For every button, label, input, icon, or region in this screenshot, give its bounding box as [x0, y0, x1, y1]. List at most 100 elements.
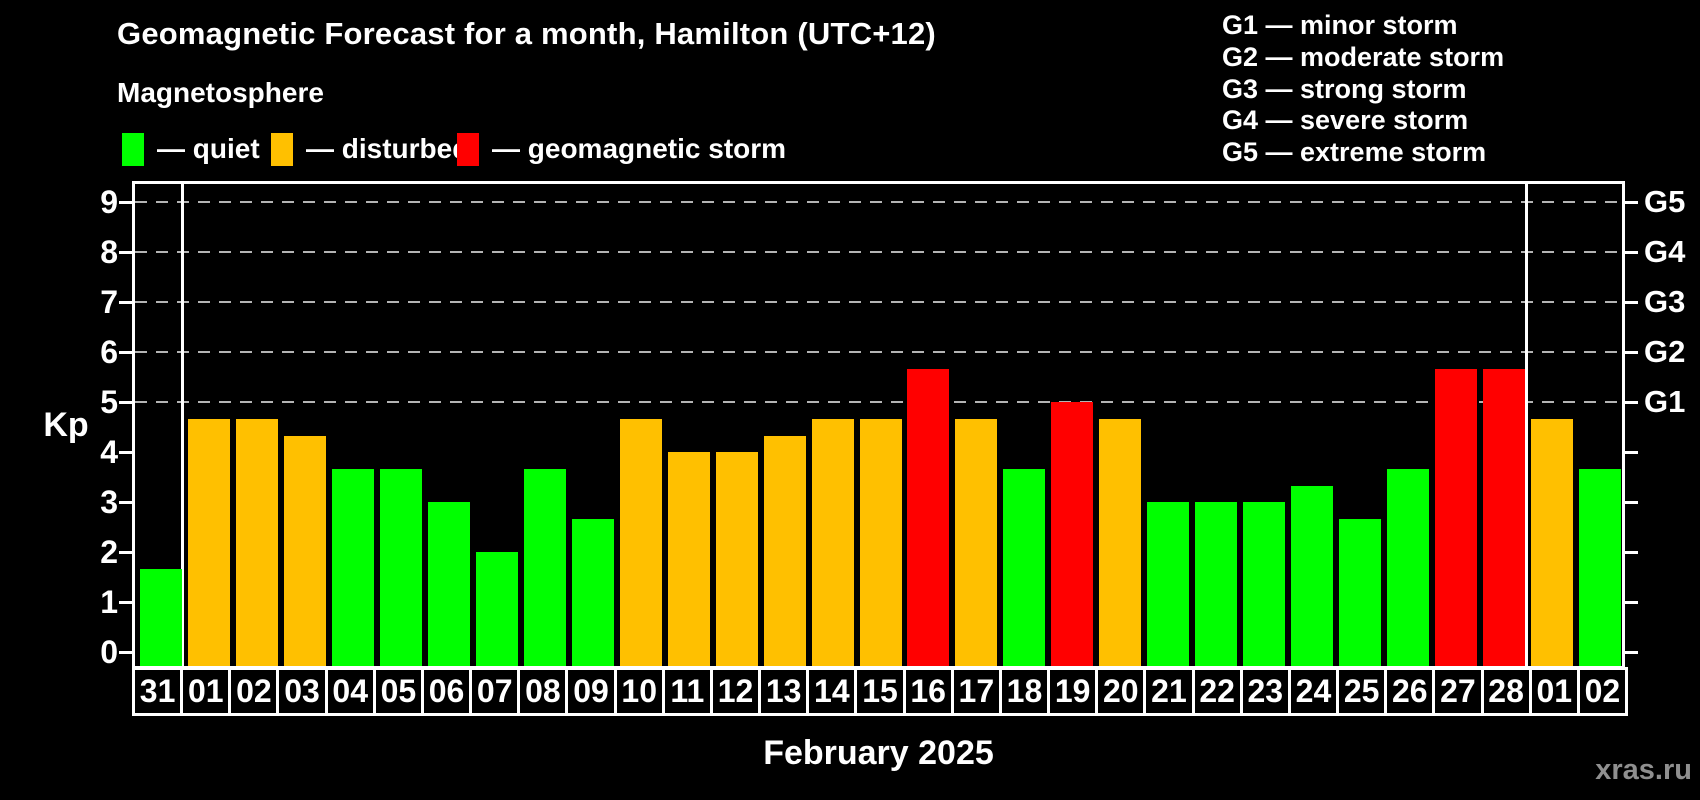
date-box-31: 31	[132, 667, 184, 716]
legend-label-disturbed: — disturbed	[306, 133, 470, 164]
y-tick-left-5	[119, 400, 132, 404]
kp-bar-day-15	[859, 418, 902, 666]
gridline-kp6	[135, 351, 1622, 353]
kp-bar-day-16	[907, 368, 950, 666]
legend-item-storm: — geomagnetic storm	[457, 132, 786, 166]
date-box-23: 23	[1239, 667, 1291, 716]
y-tick-left-2	[119, 550, 132, 554]
legend-item-disturbed: — disturbed	[271, 132, 469, 166]
legend-label-storm: — geomagnetic storm	[492, 133, 787, 164]
date-box-28: 28	[1480, 667, 1532, 716]
quiet-swatch-icon	[122, 132, 144, 166]
date-box-02: 02	[228, 667, 280, 716]
month-separator-line	[1524, 184, 1528, 666]
date-box-19: 19	[1047, 667, 1099, 716]
storm-scale-g1: G1 — minor storm	[1222, 10, 1458, 40]
y-tick-right-7	[1625, 300, 1638, 304]
disturbed-swatch-icon	[271, 132, 293, 166]
storm-scale-g2: G2 — moderate storm	[1222, 41, 1505, 72]
kp-bar-day-31	[139, 568, 182, 666]
y-tick-left-9	[119, 200, 132, 204]
kp-bar-day-13	[763, 435, 806, 666]
chart-subtitle: Magnetosphere	[117, 77, 324, 108]
kp-bar-day-20	[1099, 418, 1142, 666]
y-tick-label-3: 3	[100, 484, 118, 520]
g-axis-label-g2: G2	[1644, 334, 1686, 369]
kp-bar-day-06	[427, 502, 470, 666]
y-tick-right-6	[1625, 350, 1638, 354]
chart-title: Geomagnetic Forecast for a month, Hamilt…	[117, 16, 936, 51]
kp-bar-day-03	[283, 435, 326, 666]
y-tick-label-9: 9	[100, 184, 118, 220]
kp-bar-day-09	[571, 518, 614, 666]
g-axis-label-g3: G3	[1644, 284, 1686, 319]
date-box-02: 02	[1576, 667, 1628, 716]
kp-bar-day-05	[379, 468, 422, 666]
date-box-01: 01	[1528, 667, 1580, 716]
kp-bar-day-11	[667, 452, 710, 666]
x-axis-title: February 2025	[763, 734, 994, 772]
storm-scale-legend: G1 — minor storm G2 — moderate storm G3 …	[1222, 10, 1504, 169]
kp-bar-day-08	[523, 468, 566, 666]
date-box-06: 06	[420, 667, 473, 716]
legend-item-quiet: — quiet	[122, 132, 260, 166]
date-box-03: 03	[276, 667, 328, 716]
y-tick-right-3	[1625, 500, 1638, 504]
date-box-11: 11	[661, 667, 713, 716]
kp-bar-day-02	[235, 418, 278, 666]
date-box-26: 26	[1384, 667, 1436, 716]
y-tick-left-3	[119, 500, 132, 504]
kp-bar-day-18	[1003, 468, 1046, 666]
y-tick-label-0: 0	[100, 634, 118, 670]
kp-bar-day-22	[1195, 502, 1238, 666]
date-box-27: 27	[1432, 667, 1484, 716]
kp-bar-day-28	[1483, 368, 1526, 666]
date-box-07: 07	[469, 667, 521, 716]
legend-label-quiet: — quiet	[157, 133, 260, 164]
month-separator-line	[181, 184, 185, 666]
y-tick-label-4: 4	[100, 434, 118, 470]
date-box-13: 13	[758, 667, 810, 716]
y-tick-right-4	[1625, 450, 1638, 454]
y-tick-right-5	[1625, 400, 1638, 404]
y-tick-left-1	[119, 600, 132, 604]
date-box-04: 04	[324, 667, 376, 716]
y-tick-left-7	[119, 300, 132, 304]
y-tick-left-0	[119, 650, 132, 654]
kp-bar-day-27	[1435, 368, 1478, 666]
kp-bar-day-19	[1051, 402, 1094, 666]
date-box-08: 08	[517, 667, 569, 716]
storm-scale-g4: G4 — severe storm	[1222, 105, 1469, 136]
kp-bar-day-23	[1243, 502, 1286, 666]
kp-bar-day-12	[715, 452, 758, 666]
y-tick-left-8	[119, 250, 132, 254]
date-box-16: 16	[902, 667, 954, 716]
g-axis-label-g4: G4	[1644, 234, 1686, 269]
y-tick-label-2: 2	[100, 534, 118, 570]
y-tick-label-5: 5	[100, 384, 118, 420]
storm-swatch-icon	[457, 132, 479, 166]
storm-scale-g5: G5 — extreme storm	[1222, 137, 1487, 168]
kp-bar-day-01	[1531, 418, 1574, 666]
kp-bar-day-26	[1387, 468, 1430, 666]
date-box-18: 18	[998, 667, 1051, 716]
date-box-10: 10	[613, 667, 665, 716]
date-box-14: 14	[806, 667, 858, 716]
gridline-kp9	[135, 201, 1622, 203]
date-box-21: 21	[1143, 667, 1195, 716]
y-axis-title: Kp	[43, 406, 89, 444]
date-box-17: 17	[950, 667, 1002, 716]
y-tick-right-2	[1625, 550, 1638, 554]
kp-bar-day-21	[1147, 502, 1190, 666]
date-box-24: 24	[1287, 667, 1340, 716]
y-tick-right-8	[1625, 250, 1638, 254]
gridline-kp7	[135, 301, 1622, 303]
kp-bar-day-24	[1291, 485, 1334, 666]
date-box-22: 22	[1191, 667, 1243, 716]
kp-bar-day-17	[955, 418, 998, 666]
storm-scale-g3: G3 — strong storm	[1222, 73, 1467, 104]
kp-bar-day-01	[187, 418, 230, 666]
watermark: xras.ru	[1595, 754, 1692, 786]
date-box-15: 15	[854, 667, 906, 716]
